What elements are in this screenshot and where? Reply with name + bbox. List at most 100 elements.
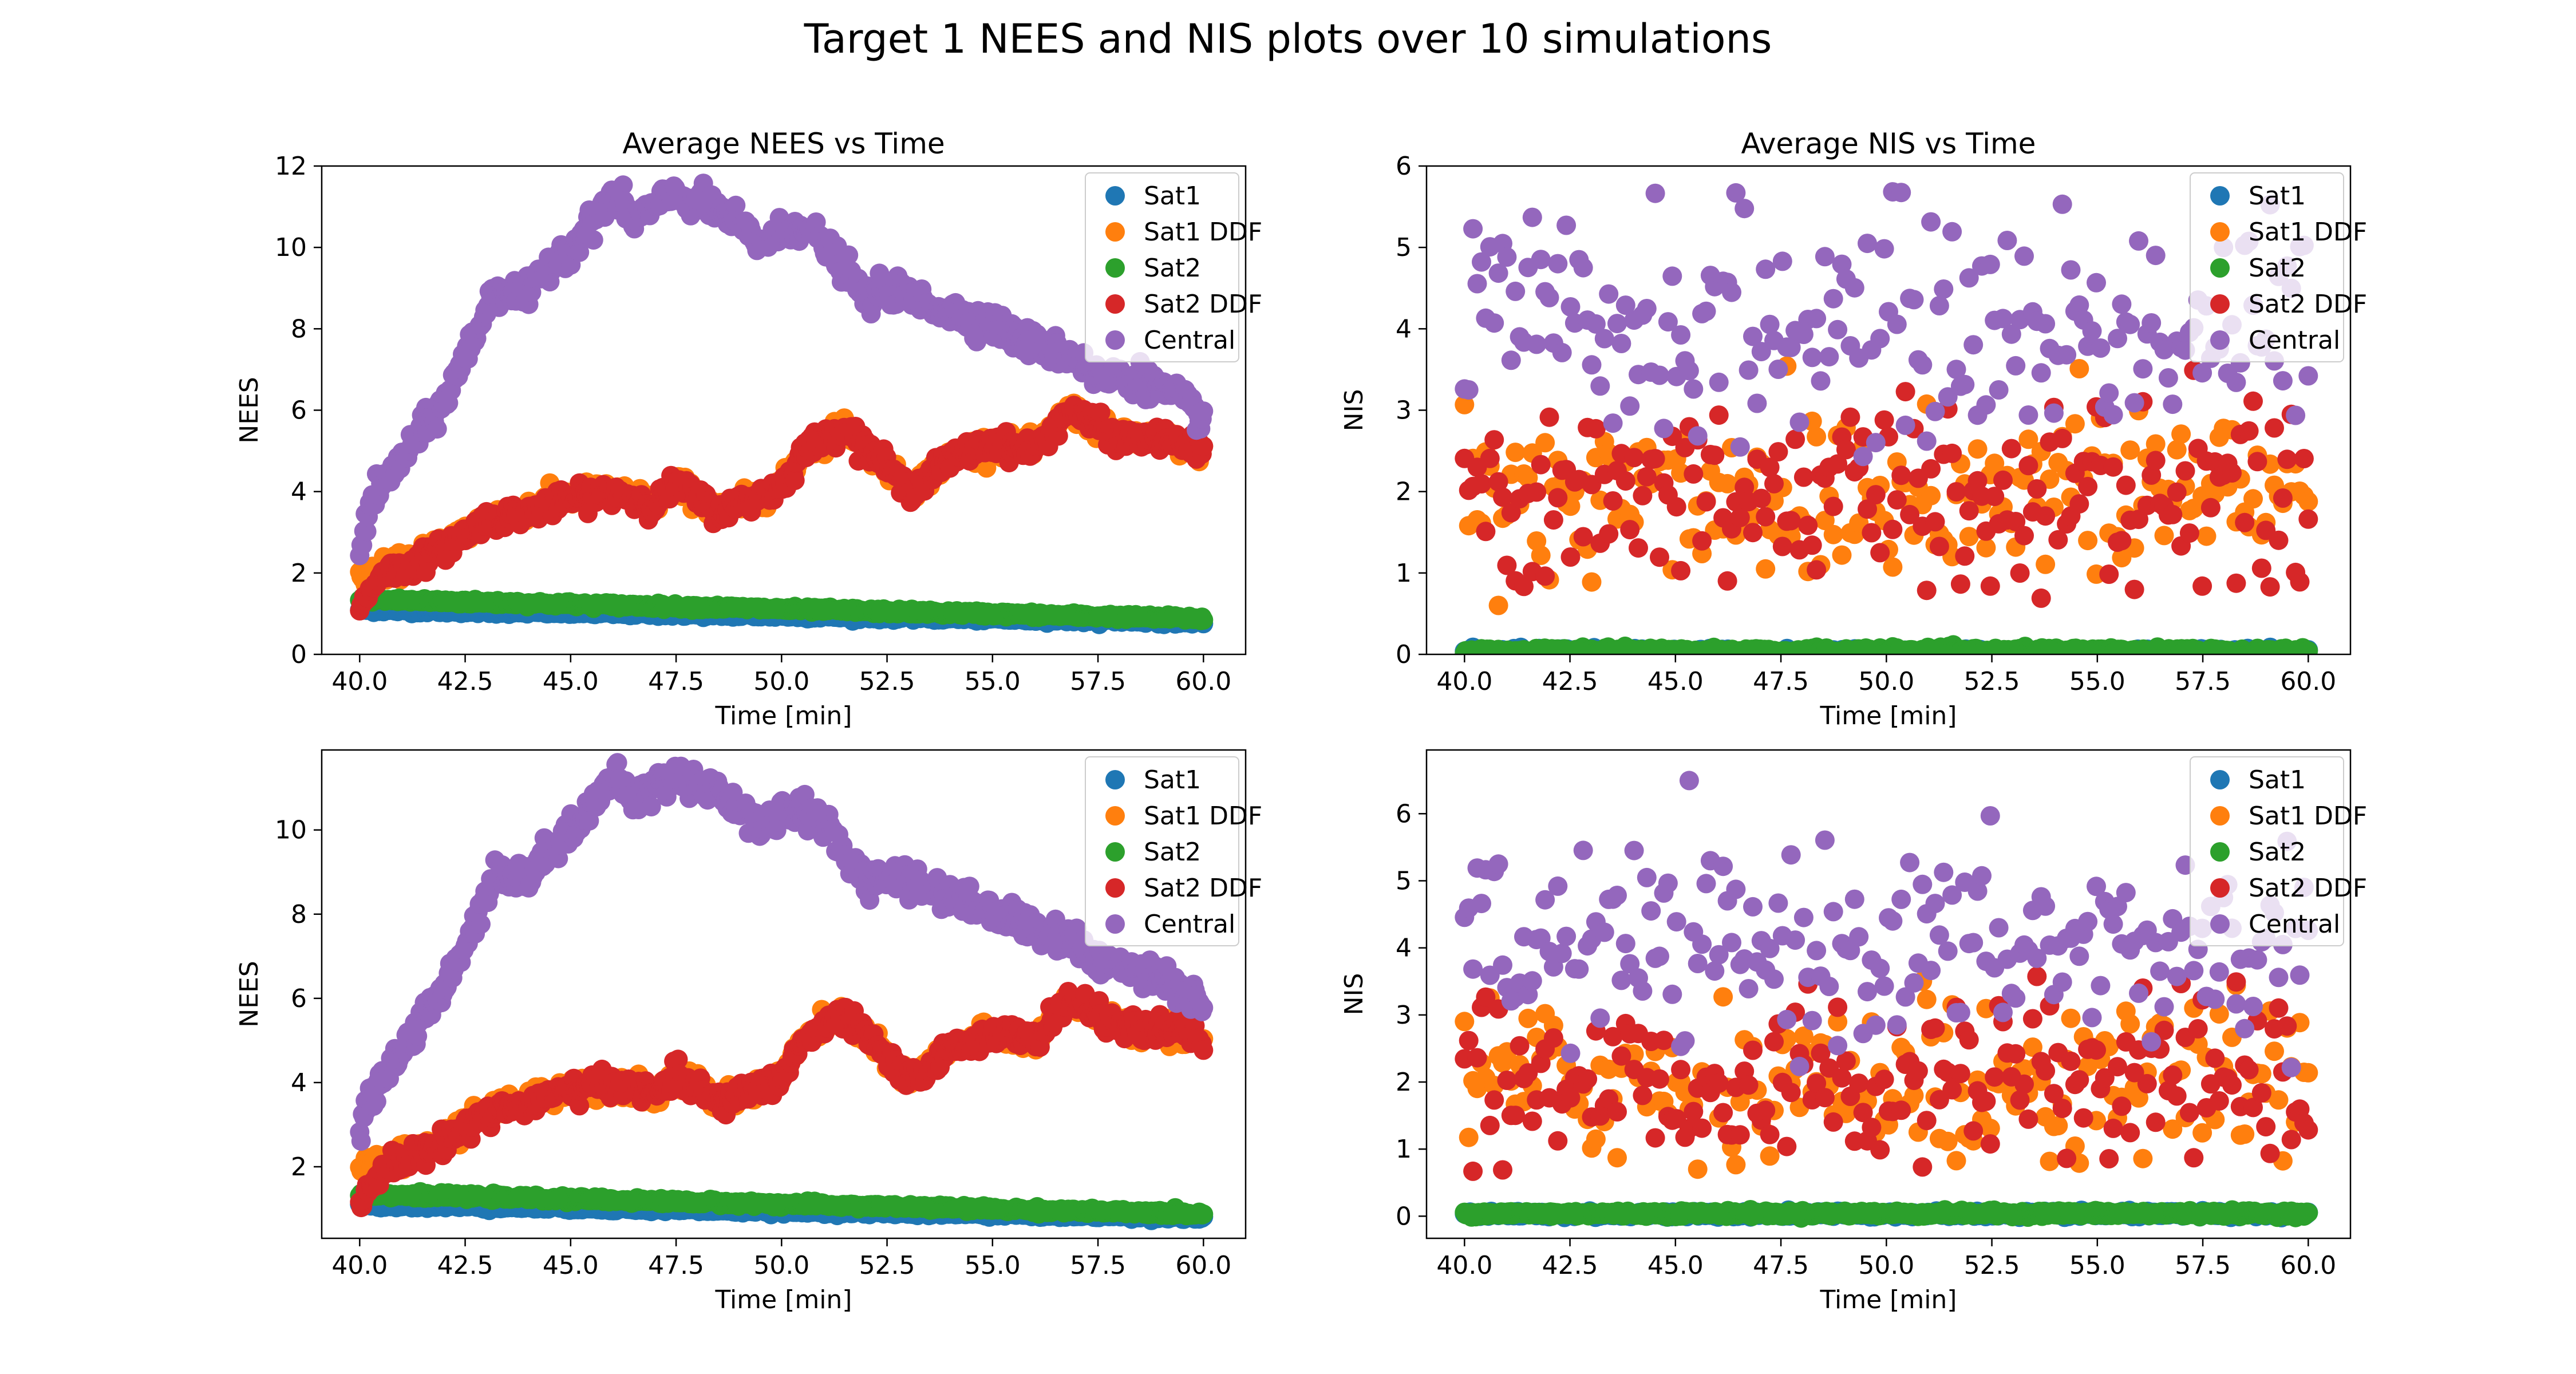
data-point — [1789, 412, 1809, 432]
data-point — [1624, 448, 1644, 468]
data-point — [1603, 413, 1623, 433]
data-point — [1764, 473, 1784, 493]
data-point — [1793, 467, 1814, 487]
y-tick-label: 6 — [1396, 152, 1412, 181]
data-point — [1645, 183, 1665, 203]
data-point — [2124, 579, 2144, 599]
data-point — [2294, 449, 2314, 468]
series-sat2-ddf — [350, 396, 1214, 621]
legend-box — [1085, 172, 1239, 362]
data-point — [1611, 334, 1631, 353]
data-point — [2196, 526, 2217, 546]
data-point — [2069, 295, 2089, 315]
data-point — [2269, 530, 2289, 550]
data-point — [1488, 263, 1508, 283]
y-tick-label: 4 — [1396, 314, 1412, 344]
data-point — [2099, 383, 2119, 403]
data-point — [2001, 324, 2021, 344]
series-sat2 — [350, 587, 1214, 630]
data-point — [1666, 497, 1686, 517]
data-point — [1679, 361, 1699, 381]
data-point — [2112, 531, 2132, 551]
data-point — [1539, 287, 1559, 307]
x-tick-label: 50.0 — [1858, 667, 1914, 696]
x-axis: 40.0 42.5 45.0 47.5 50.0 52.5 55.0 57.5 60.0 — [331, 654, 1231, 696]
data-point — [2200, 498, 2221, 518]
data-point — [1921, 459, 1941, 479]
data-point — [1671, 325, 1691, 345]
data-point — [2192, 363, 2212, 383]
x-tick-label: 55.0 — [2069, 667, 2125, 696]
y-tick-label: 10 — [275, 233, 307, 262]
data-point — [2154, 526, 2174, 546]
data-point — [1807, 560, 1827, 580]
legend-label-central: Central — [2249, 326, 2340, 355]
data-point — [1645, 449, 1665, 469]
data-point — [1531, 546, 1551, 565]
data-point — [2052, 428, 2072, 448]
data-point — [1705, 445, 1725, 465]
data-point — [1807, 309, 1827, 329]
legend-label-sat1: Sat1 — [1144, 181, 1201, 211]
y-tick-label: 1 — [1396, 559, 1412, 588]
data-point — [2163, 504, 2183, 524]
data-point — [2298, 509, 2318, 529]
data-point — [1582, 355, 1602, 375]
data-point — [2031, 363, 2051, 383]
data-point — [357, 522, 377, 542]
data-point — [1467, 274, 1487, 294]
data-point — [1891, 465, 1911, 485]
data-point — [1832, 545, 1852, 565]
data-point — [2298, 492, 2318, 511]
y-tick-label: 2 — [1396, 477, 1412, 507]
legend-marker-central — [2210, 330, 2230, 350]
data-point — [1586, 418, 1606, 439]
data-point — [1870, 329, 1890, 349]
data-point — [1942, 443, 1962, 463]
data-point — [2133, 359, 2153, 379]
panel-title: Average NEES vs Time — [622, 127, 945, 160]
data-point — [1692, 531, 1712, 551]
data-point — [1751, 342, 1771, 362]
legend-marker-sat1-ddf — [1105, 222, 1125, 242]
data-point — [1836, 440, 1856, 460]
data-point — [1862, 523, 1882, 543]
data-point — [1506, 443, 1526, 463]
data-point — [1501, 350, 1521, 370]
legend-marker-sat2 — [1105, 258, 1125, 278]
data-point — [1883, 557, 1903, 577]
data-point — [1615, 295, 1635, 315]
data-point — [1696, 492, 1716, 512]
points-layer — [350, 173, 1214, 634]
data-point — [1895, 415, 1915, 435]
legend-label-sat1: Sat1 — [2249, 181, 2306, 211]
y-tick-label: 8 — [291, 314, 307, 344]
y-tick-label: 0 — [1396, 640, 1412, 669]
x-tick-label: 55.0 — [965, 667, 1021, 696]
data-point — [1921, 485, 1941, 506]
data-point — [1535, 433, 1555, 453]
series-central — [350, 173, 1214, 566]
data-point — [1802, 535, 1822, 555]
data-point — [1819, 347, 1839, 367]
data-point — [1194, 436, 1214, 456]
data-point — [1925, 512, 1945, 532]
legend-label-central: Central — [1144, 326, 1235, 355]
x-tick-label: 60.0 — [2280, 667, 2336, 696]
data-point — [1858, 234, 1877, 254]
data-point — [2018, 405, 2038, 425]
legend-marker-sat2-ddf — [1105, 294, 1125, 314]
data-point — [2124, 393, 2144, 413]
data-point — [1658, 312, 1678, 332]
data-point — [1870, 543, 1890, 563]
data-point — [1472, 252, 1491, 272]
data-point — [1637, 467, 1657, 487]
data-point — [1815, 247, 1835, 267]
data-point — [2103, 405, 2123, 425]
data-point — [1730, 508, 1750, 528]
data-point — [1735, 199, 1755, 219]
x-axis: 40.0 42.5 45.0 47.5 50.0 52.5 55.0 57.5 60.0 — [1436, 654, 2336, 696]
data-point — [1942, 222, 1962, 242]
